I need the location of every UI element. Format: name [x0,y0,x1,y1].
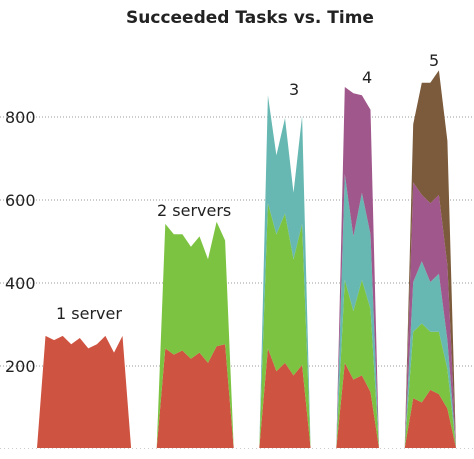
annotation-4: 4 [362,68,372,87]
y-tick-labels: 800 600 400 200 [5,108,36,376]
annotation-5: 5 [429,51,439,70]
y-tick-label: 400 [5,274,36,293]
annotation-1-server: 1 server [56,304,122,323]
chart-title: Succeeded Tasks vs. Time [126,8,374,28]
y-tick-label: 600 [5,191,36,210]
annotations: 1 server 2 servers 3 4 5 [56,51,439,323]
y-tick-label: 200 [5,357,36,376]
y-grid [0,116,474,367]
area-series-1 [37,335,456,448]
area-series-4 [37,87,456,448]
annotation-3: 3 [289,80,299,99]
y-tick-label: 800 [5,108,36,127]
annotation-2-servers: 2 servers [157,201,231,220]
area-series [37,70,456,449]
